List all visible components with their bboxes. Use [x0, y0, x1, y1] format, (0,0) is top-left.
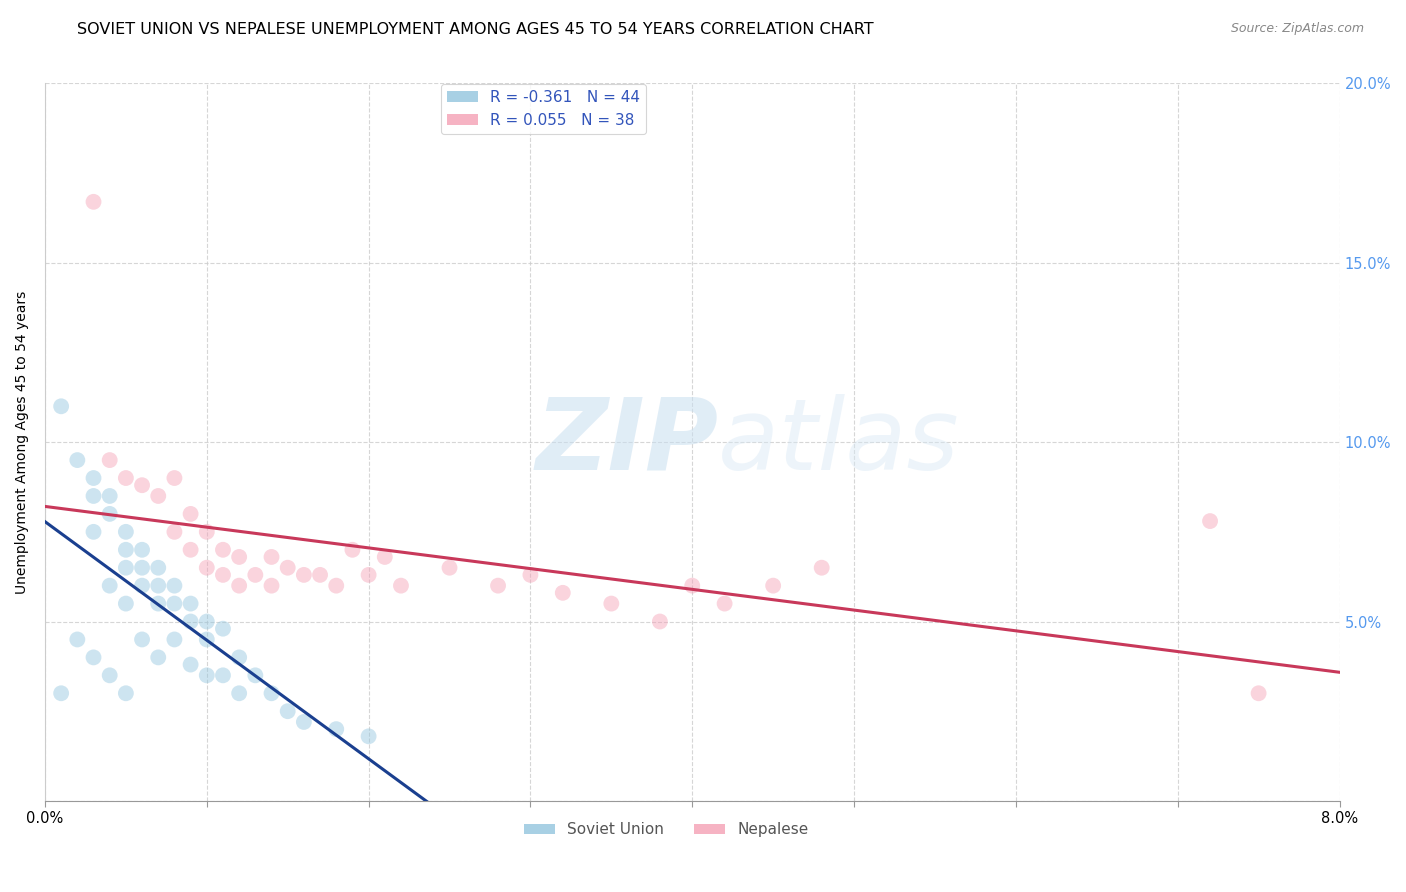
Point [195, 560, 218, 574]
Text: SOVIET UNION VS NEPALESE UNEMPLOYMENT AMONG AGES 45 TO 54 YEARS CORRELATION CHAR: SOVIET UNION VS NEPALESE UNEMPLOYMENT AM… [77, 22, 875, 37]
Point [810, 560, 832, 574]
Point [357, 729, 380, 743]
Point [260, 579, 283, 593]
Point [357, 567, 380, 582]
Point [180, 542, 202, 557]
Point [195, 524, 218, 539]
Point [131, 542, 153, 557]
Point [131, 478, 153, 492]
Point [83, 650, 105, 665]
Point [115, 524, 138, 539]
Point [681, 579, 703, 593]
Point [115, 560, 138, 574]
Point [228, 579, 250, 593]
Point [762, 579, 785, 593]
Point [163, 524, 186, 539]
Point [131, 632, 153, 647]
Point [648, 615, 671, 629]
Point [163, 632, 186, 647]
Legend: Soviet Union, Nepalese: Soviet Union, Nepalese [519, 816, 814, 844]
Point [260, 549, 283, 564]
Point [713, 597, 735, 611]
Point [195, 632, 218, 647]
Point [245, 567, 267, 582]
Point [83, 194, 105, 209]
Point [551, 586, 574, 600]
Point [1199, 514, 1222, 528]
Point [325, 722, 347, 736]
Point [389, 579, 412, 593]
Point [148, 597, 170, 611]
Point [292, 714, 315, 729]
Point [163, 471, 186, 485]
Point [180, 507, 202, 521]
Point [163, 597, 186, 611]
Point [342, 542, 364, 557]
Point [212, 668, 235, 682]
Point [148, 650, 170, 665]
Point [228, 686, 250, 700]
Point [212, 622, 235, 636]
Point [195, 615, 218, 629]
Point [66, 453, 89, 467]
Text: atlas: atlas [718, 393, 960, 491]
Point [148, 489, 170, 503]
Text: ZIP: ZIP [536, 393, 718, 491]
Point [131, 560, 153, 574]
Point [228, 650, 250, 665]
Point [180, 657, 202, 672]
Point [212, 567, 235, 582]
Point [600, 597, 623, 611]
Point [195, 668, 218, 682]
Point [98, 668, 121, 682]
Point [115, 471, 138, 485]
Point [180, 615, 202, 629]
Point [277, 704, 299, 718]
Point [245, 668, 267, 682]
Point [148, 579, 170, 593]
Point [439, 560, 461, 574]
Point [115, 686, 138, 700]
Point [292, 567, 315, 582]
Point [1247, 686, 1270, 700]
Point [115, 542, 138, 557]
Point [277, 560, 299, 574]
Point [163, 579, 186, 593]
Point [212, 542, 235, 557]
Point [486, 579, 509, 593]
Point [309, 567, 332, 582]
Point [49, 399, 72, 413]
Point [260, 686, 283, 700]
Point [49, 686, 72, 700]
Point [83, 471, 105, 485]
Point [66, 632, 89, 647]
Point [519, 567, 541, 582]
Point [83, 524, 105, 539]
Point [131, 579, 153, 593]
Point [228, 549, 250, 564]
Point [98, 489, 121, 503]
Point [148, 560, 170, 574]
Point [115, 597, 138, 611]
Text: Source: ZipAtlas.com: Source: ZipAtlas.com [1230, 22, 1364, 36]
Point [180, 597, 202, 611]
Point [325, 579, 347, 593]
Point [98, 453, 121, 467]
Point [98, 507, 121, 521]
Point [83, 489, 105, 503]
Point [98, 579, 121, 593]
Y-axis label: Unemployment Among Ages 45 to 54 years: Unemployment Among Ages 45 to 54 years [15, 291, 30, 594]
Point [374, 549, 396, 564]
